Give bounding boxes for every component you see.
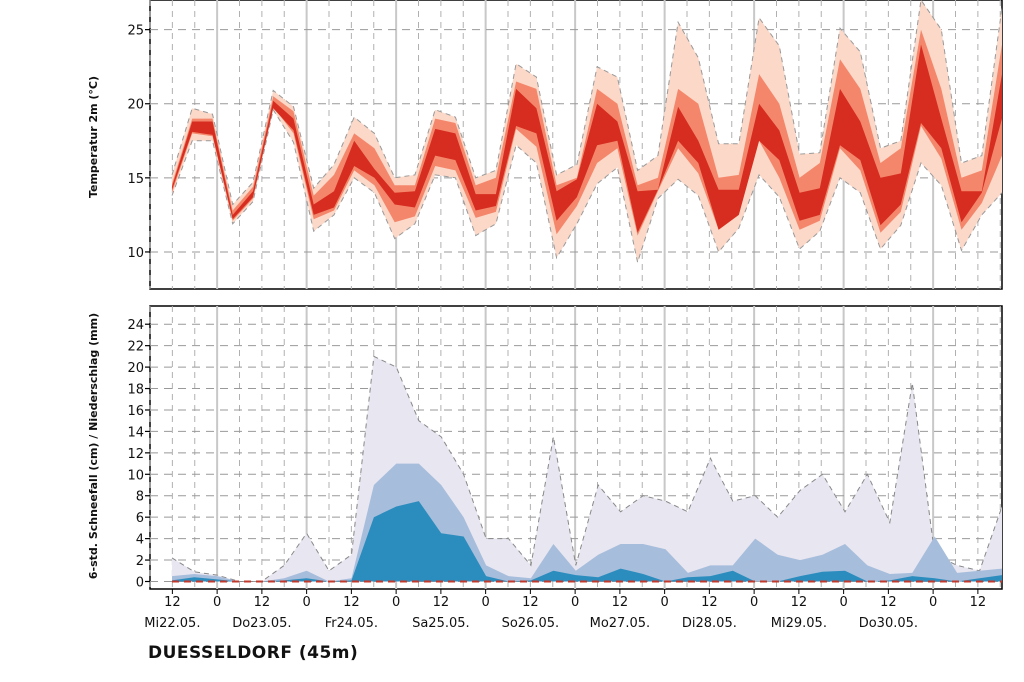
hour-tick-label: 12 [254,595,271,610]
hour-tick-label: 0 [392,595,400,610]
day-label: Fr24.05. [325,616,378,631]
temperature-upper-bound [171,0,1003,206]
y-tick-label: 22 [127,340,144,355]
hour-tick-label: 12 [791,595,808,610]
precipitation-upper-bound [171,355,1003,582]
day-label: So26.05. [502,616,560,631]
hour-tick-label: 12 [433,595,450,610]
hour-tick-label: 12 [701,595,718,610]
precipitation-band-outer [172,356,1002,582]
y-tick-label: 10 [127,246,144,261]
y-tick-label: 25 [127,24,144,39]
hour-tick-label: 0 [571,595,579,610]
hour-tick-label: 12 [612,595,629,610]
day-label: Sa25.05. [412,616,470,631]
y-tick-label: 6 [136,511,144,526]
precipitation-band-inner [172,501,1002,582]
temperature-panel: 10 15 20 25 [127,0,1003,290]
hour-tick-label: 12 [522,595,539,610]
y-tick-label: 0 [136,575,144,590]
hour-tick-label: 12 [164,595,181,610]
y-tick-label: 16 [127,404,144,419]
time-axis: 12 0 12 0 12 0 12 0 12 0 12 0 12 0 12 0 12 0 12 Mi22.05. Do2… [144,589,986,631]
hour-tick-label: 0 [213,595,221,610]
day-label: Mi22.05. [144,616,200,631]
y-tick-label: 10 [127,468,144,483]
temperature-axis-title: Temperatur 2m (°C) [87,76,100,198]
y-tick-label: 20 [127,98,144,113]
day-label: Mi29.05. [771,616,827,631]
y-tick-label: 24 [127,318,144,333]
hour-tick-label: 12 [343,595,360,610]
y-tick-label: 15 [127,172,144,187]
hour-tick-label: 0 [750,595,758,610]
day-label: Do23.05. [232,616,291,631]
hour-tick-label: 0 [481,595,489,610]
hour-tick-label: 0 [660,595,668,610]
hour-tick-label: 0 [929,595,937,610]
temperature-band-40-60 [172,44,1002,233]
temperature-lower-bound [171,108,1003,265]
precipitation-axis-title: 6-std. Schneefall (cm) / Niederschlag (m… [87,313,100,579]
day-label: Di28.05. [682,616,737,631]
y-tick-label: 12 [127,447,144,462]
hour-tick-label: 0 [839,595,847,610]
y-tick-label: 20 [127,361,144,376]
hour-tick-label: 0 [302,595,310,610]
y-tick-label: 2 [136,554,144,569]
day-label: Do30.05. [859,616,918,631]
hour-tick-label: 12 [880,595,897,610]
station-title: DUESSELDORF (45m) [148,643,358,663]
hour-tick-label: 12 [970,595,987,610]
y-tick-label: 14 [127,425,144,440]
y-tick-label: 4 [136,533,144,548]
y-tick-label: 8 [136,490,144,505]
y-tick-label: 18 [127,383,144,398]
day-label: Mo27.05. [590,616,651,631]
